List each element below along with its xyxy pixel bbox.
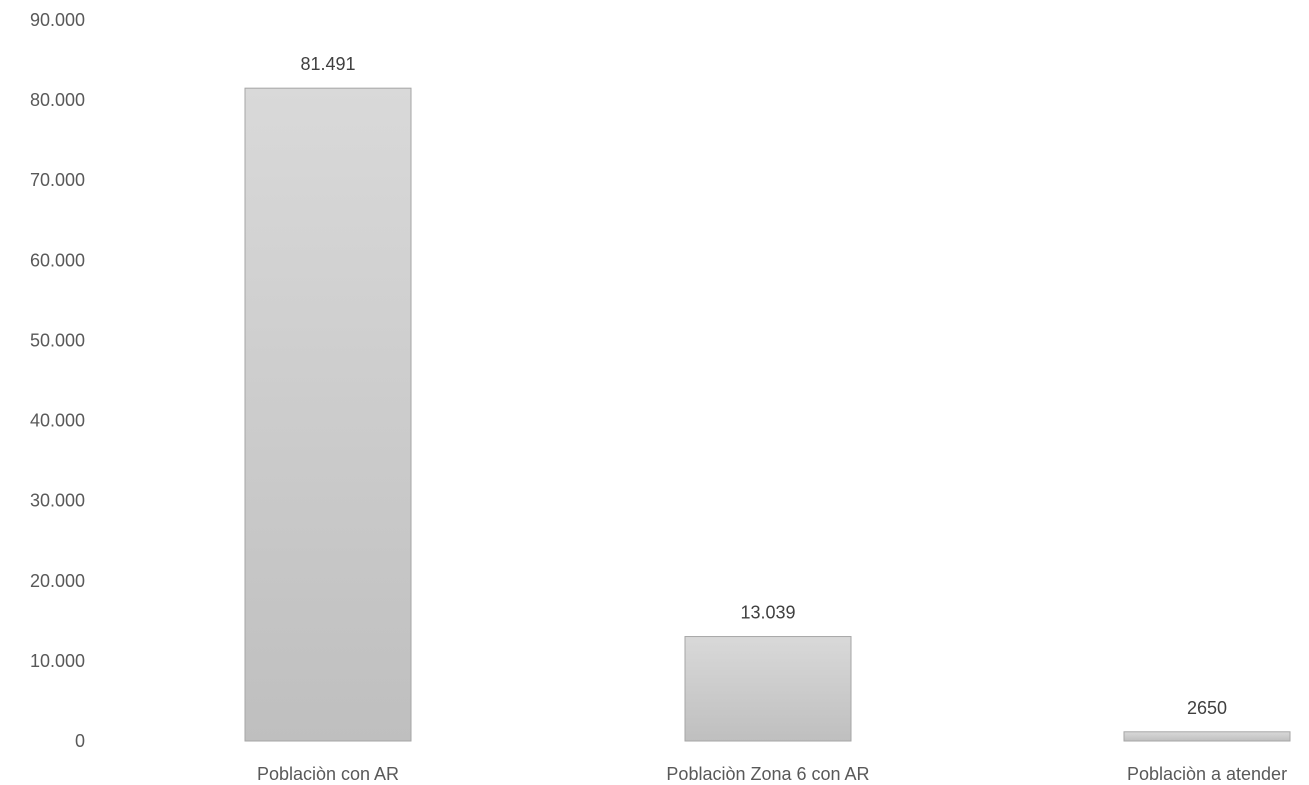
bar xyxy=(1123,731,1291,742)
bar xyxy=(244,87,412,742)
y-tick-label: 80.000 xyxy=(30,90,85,110)
y-tick-label: 60.000 xyxy=(30,250,85,270)
y-tick-label: 40.000 xyxy=(30,411,85,431)
x-category-label: Poblaciòn Zona 6 con AR xyxy=(666,764,869,784)
bar-data-label: 2650 xyxy=(1187,698,1227,718)
x-category-label: Poblaciòn con AR xyxy=(257,764,399,784)
y-tick-label: 10.000 xyxy=(30,651,85,671)
x-category-label: Poblaciòn a atender xyxy=(1127,764,1287,784)
y-tick-label: 30.000 xyxy=(30,491,85,511)
bar-data-label: 81.491 xyxy=(300,54,355,74)
y-tick-label: 90.000 xyxy=(30,10,85,30)
y-axis: 0 10.000 20.000 30.000 40.000 50.000 60.000 70.… xyxy=(30,10,85,751)
x-axis: Poblaciòn con AR Poblaciòn Zona 6 con AR P… xyxy=(257,764,1287,784)
y-tick-label: 50.000 xyxy=(30,330,85,350)
y-tick-label: 0 xyxy=(75,731,85,751)
data-labels: 81.491 13.039 2650 xyxy=(300,54,1227,718)
y-tick-label: 20.000 xyxy=(30,571,85,591)
y-tick-label: 70.000 xyxy=(30,170,85,190)
bar-data-label: 13.039 xyxy=(740,603,795,623)
bar xyxy=(684,636,852,742)
bars xyxy=(244,87,1291,742)
